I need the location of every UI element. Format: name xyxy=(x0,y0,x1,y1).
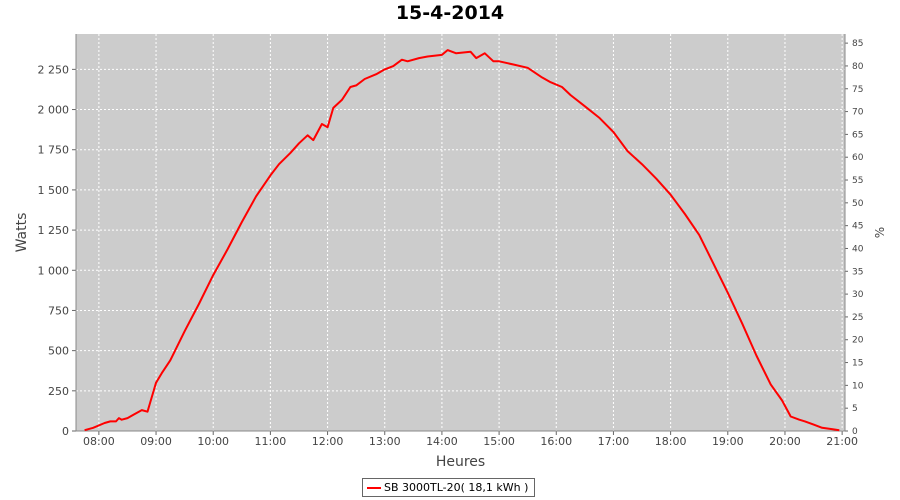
y-tick-label-right: 20 xyxy=(852,336,864,346)
y-tick-label-left: 1 500 xyxy=(38,184,70,197)
y-tick-label-left: 500 xyxy=(48,345,69,358)
y-tick-label-right: 15 xyxy=(852,359,863,369)
x-tick-label: 17:00 xyxy=(598,435,630,448)
y-tick-label-right: 45 xyxy=(852,222,863,232)
x-tick-label: 12:00 xyxy=(312,435,344,448)
y-tick-label-right: 70 xyxy=(852,108,864,118)
legend: SB 3000TL-20( 18,1 kWh ) xyxy=(362,478,535,497)
y-tick-label-right: 40 xyxy=(852,244,864,254)
x-tick-label: 15:00 xyxy=(483,435,515,448)
x-tick-label: 14:00 xyxy=(426,435,458,448)
legend-label: SB 3000TL-20( 18,1 kWh ) xyxy=(384,481,528,494)
y-tick-label-right: 65 xyxy=(852,130,863,140)
legend-swatch xyxy=(367,487,381,489)
y-axis-label-right: % xyxy=(873,227,887,238)
y-tick-label-right: 85 xyxy=(852,39,863,49)
x-tick-label: 10:00 xyxy=(197,435,229,448)
y-tick-label-left: 1 000 xyxy=(38,264,70,277)
y-tick-label-right: 60 xyxy=(852,153,864,163)
y-tick-label-right: 35 xyxy=(852,267,863,277)
y-tick-label-right: 10 xyxy=(852,381,864,391)
y-tick-label-left: 1 750 xyxy=(38,144,70,157)
x-tick-label: 13:00 xyxy=(369,435,401,448)
y-tick-label-left: 1 250 xyxy=(38,224,70,237)
y-tick-label-left: 2 250 xyxy=(38,63,70,76)
y-tick-label-right: 75 xyxy=(852,85,863,95)
y-tick-label-right: 25 xyxy=(852,313,863,323)
y-tick-label-left: 250 xyxy=(48,385,69,398)
y-tick-label-right: 80 xyxy=(852,62,864,72)
x-tick-label: 09:00 xyxy=(140,435,172,448)
y-axis-label-left: Watts xyxy=(14,213,30,253)
y-tick-label-left: 0 xyxy=(62,425,69,438)
x-axis-label: Heures xyxy=(436,454,485,470)
plot-background xyxy=(76,34,845,431)
x-tick-label: 20:00 xyxy=(769,435,801,448)
y-tick-label-right: 55 xyxy=(852,176,863,186)
x-tick-label: 19:00 xyxy=(712,435,744,448)
y-tick-label-right: 0 xyxy=(852,427,858,437)
x-tick-label: 08:00 xyxy=(83,435,115,448)
x-tick-label: 16:00 xyxy=(540,435,572,448)
y-tick-label-right: 50 xyxy=(852,199,864,209)
x-tick-label: 18:00 xyxy=(655,435,687,448)
y-tick-label-right: 30 xyxy=(852,290,864,300)
y-tick-label-right: 5 xyxy=(852,404,858,414)
y-tick-label-left: 2 000 xyxy=(38,104,70,117)
y-tick-label-left: 750 xyxy=(48,304,69,317)
x-tick-label: 11:00 xyxy=(255,435,287,448)
